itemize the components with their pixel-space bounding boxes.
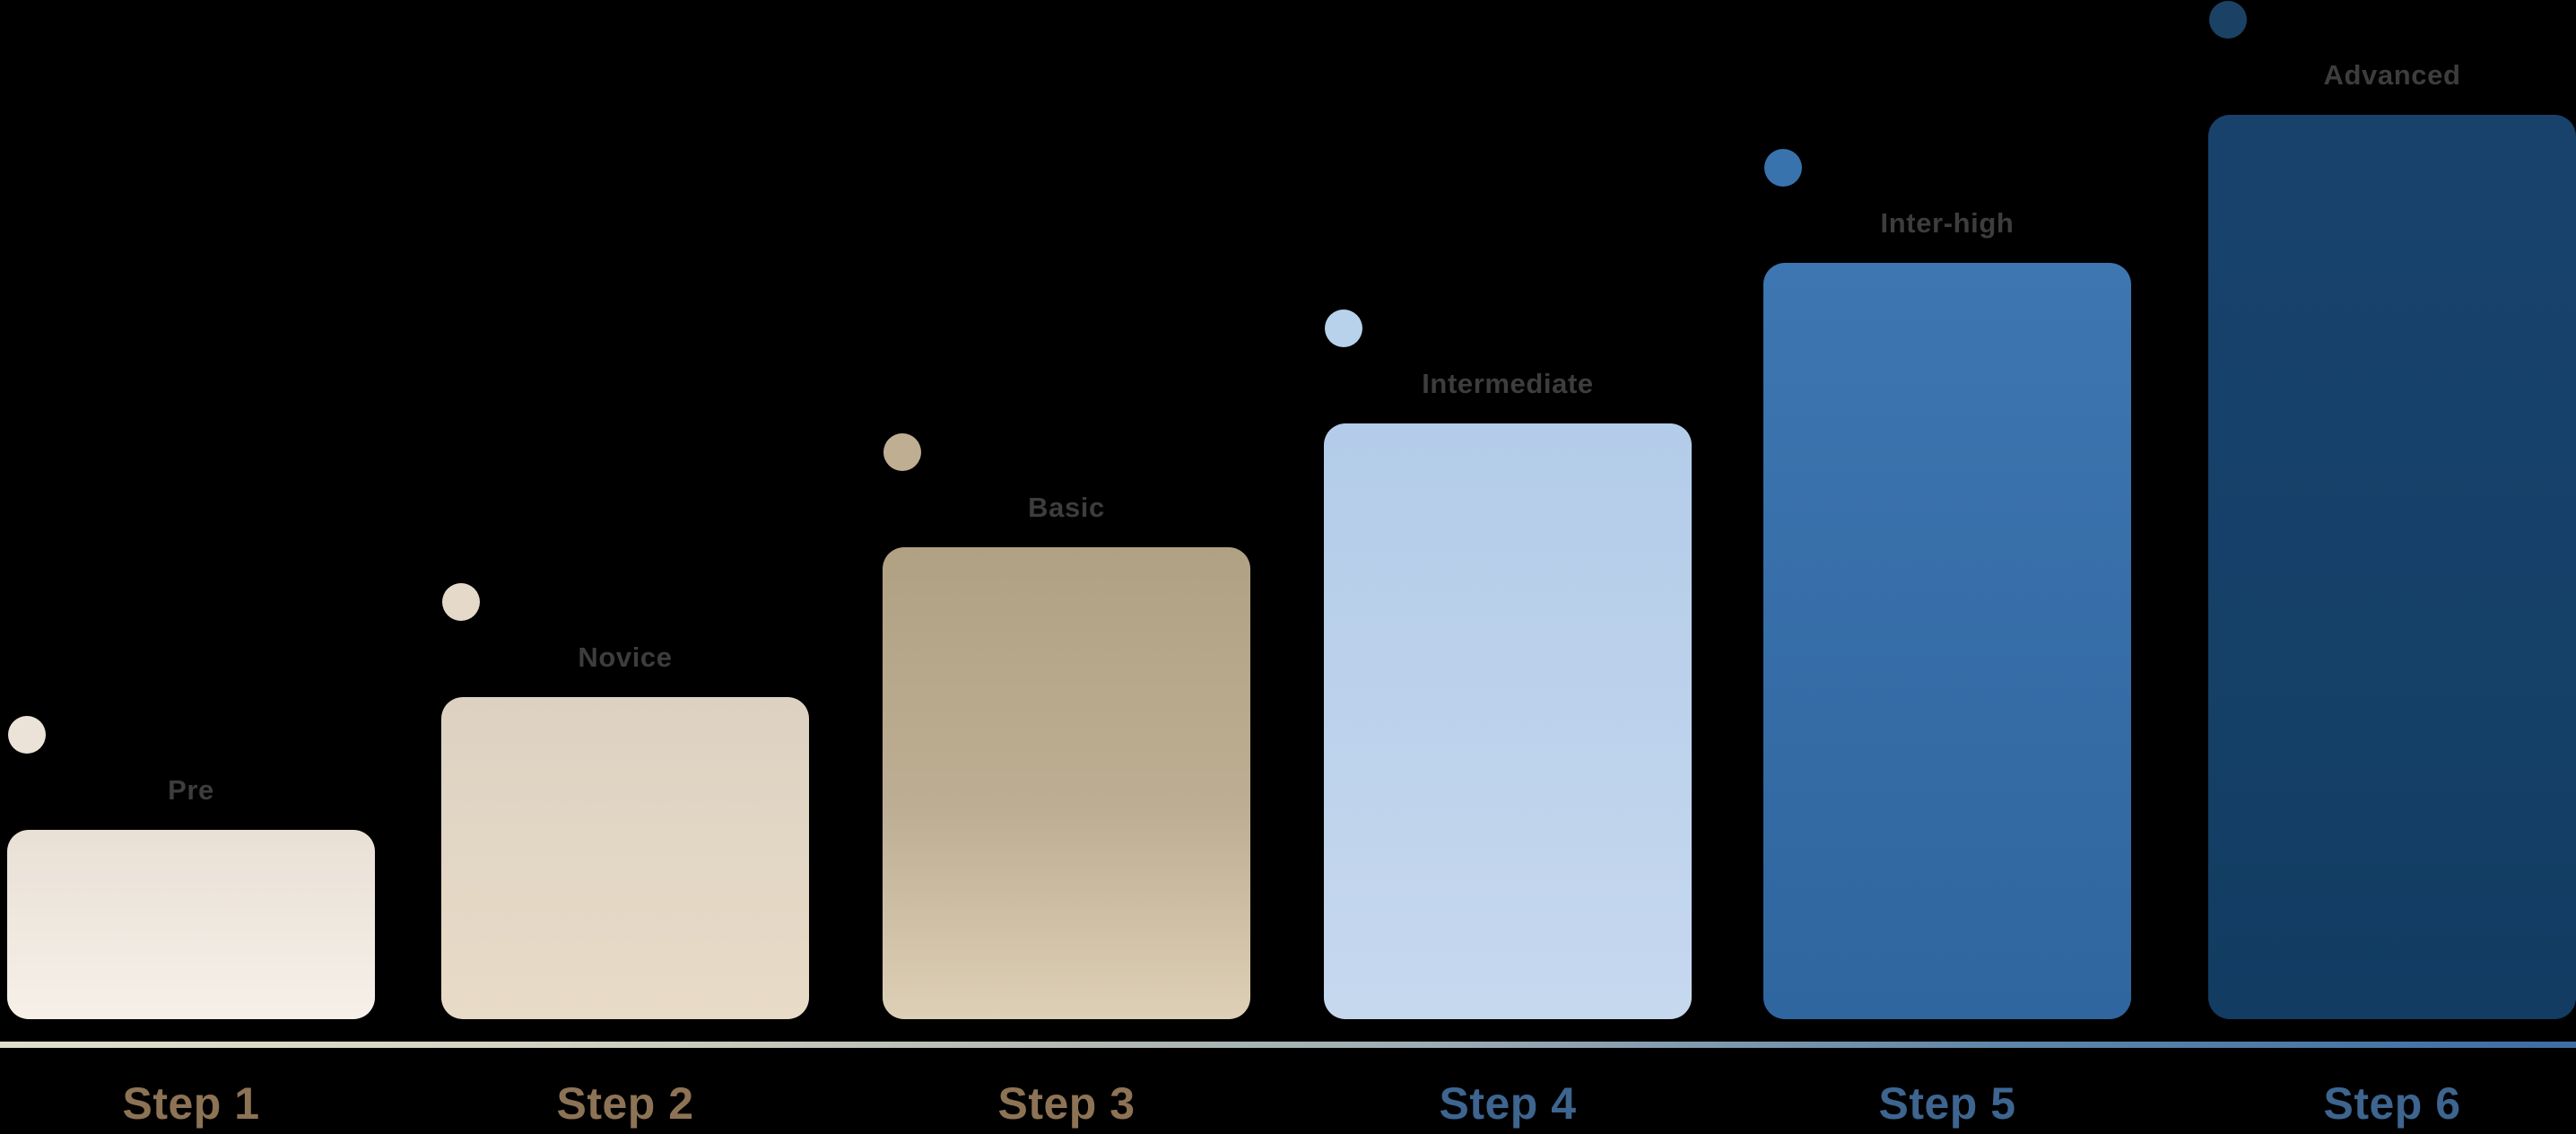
level-label-step5: Inter-high [1880,207,2015,239]
step-axis-label-1: Step 1 [122,1078,260,1129]
level-dot-step3 [883,433,921,471]
baseline-axis [0,1042,2576,1048]
level-bar-step2 [441,697,809,1019]
step-axis-label-4: Step 4 [1439,1078,1577,1129]
level-bar-step4 [1324,423,1692,1019]
step-axis-label-6: Step 6 [2323,1078,2461,1129]
level-dot-step6 [2209,1,2247,39]
step-axis-label-2: Step 2 [556,1078,694,1129]
level-dot-step4 [1325,310,1362,347]
level-label-step2: Novice [578,641,673,673]
level-bar-step6 [2208,115,2576,1019]
level-label-step3: Basic [1028,492,1105,523]
level-bar-step5 [1763,263,2131,1019]
level-dot-step1 [8,716,46,754]
step-axis-label-3: Step 3 [997,1078,1136,1129]
level-label-step6: Advanced [2323,59,2461,91]
level-label-step1: Pre [168,774,214,806]
level-label-step4: Intermediate [1422,368,1594,399]
level-bar-step3 [883,547,1250,1019]
step-axis-label-5: Step 5 [1878,1078,2016,1129]
level-bar-step1 [7,830,375,1019]
level-dot-step5 [1764,149,1802,187]
level-dot-step2 [442,583,480,621]
